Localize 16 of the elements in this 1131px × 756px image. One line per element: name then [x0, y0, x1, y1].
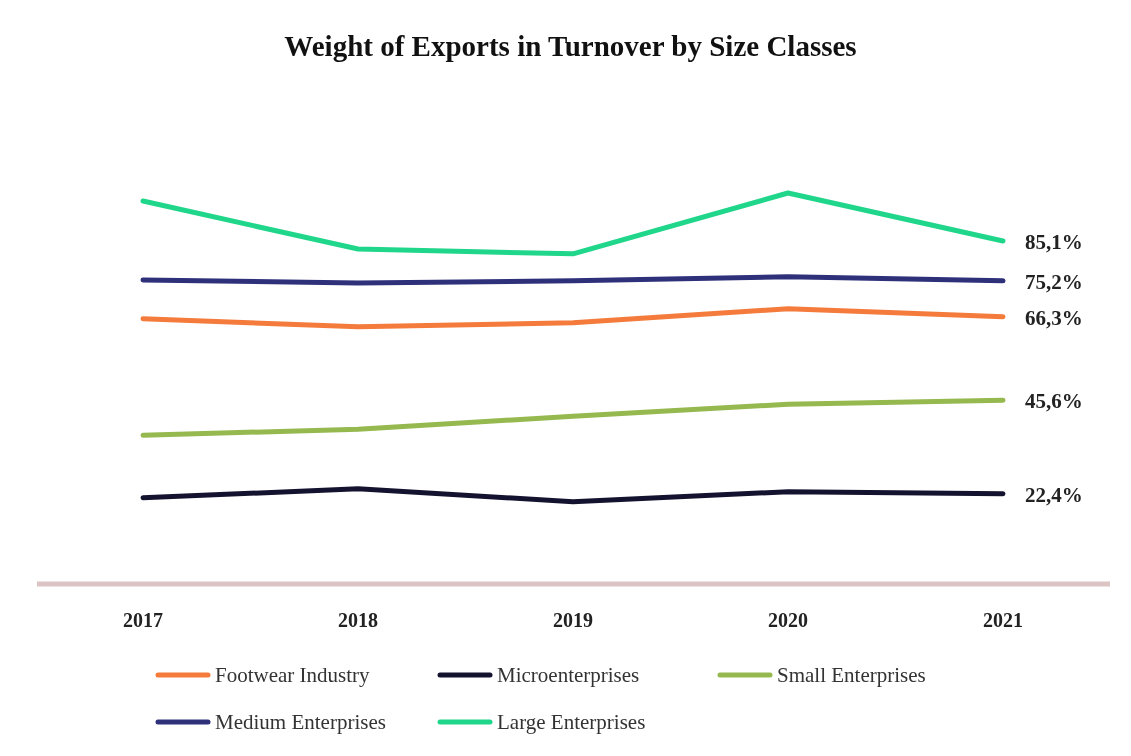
x-tick-label: 2021	[983, 609, 1023, 631]
legend-label: Microenterprises	[497, 663, 640, 687]
data-label: 75,2%	[1025, 269, 1083, 294]
chart-title: Weight of Exports in Turnover by Size Classes	[284, 30, 857, 62]
data-label: 85,1%	[1025, 229, 1083, 254]
legend-label: Large Enterprises	[497, 710, 646, 734]
legend-label: Medium Enterprises	[215, 710, 386, 734]
legend-label: Small Enterprises	[777, 663, 926, 687]
x-tick-label: 2018	[338, 609, 378, 631]
x-tick-label: 2019	[553, 609, 593, 631]
data-label: 66,3%	[1025, 305, 1083, 330]
data-label: 22,4%	[1025, 482, 1083, 507]
data-label: 45,6%	[1025, 389, 1083, 414]
x-tick-label: 2020	[768, 609, 808, 631]
x-tick-label: 2017	[123, 609, 163, 631]
legend-label: Footwear Industry	[215, 663, 371, 687]
